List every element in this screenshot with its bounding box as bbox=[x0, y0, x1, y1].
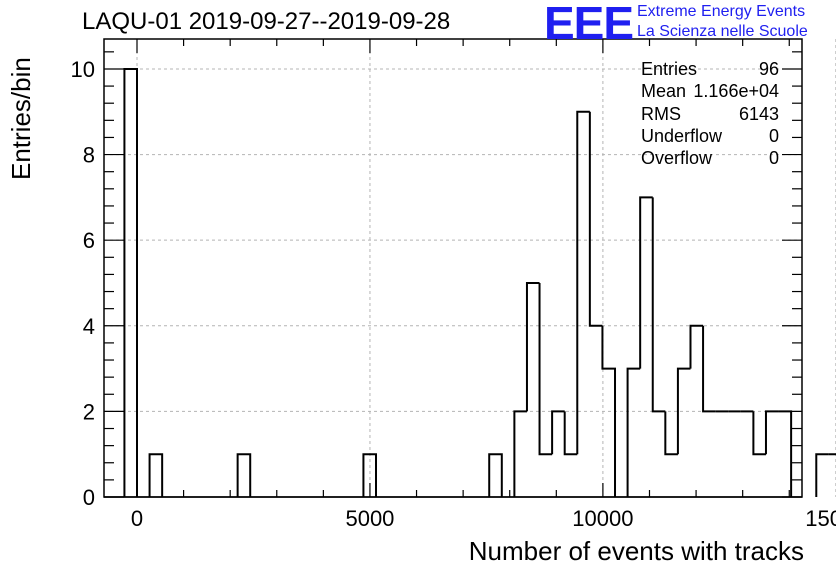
histogram-bar bbox=[150, 454, 163, 497]
histogram-bar bbox=[489, 454, 502, 497]
x-tick-label: 0 bbox=[131, 506, 143, 531]
stats-value: 0 bbox=[769, 125, 779, 147]
y-tick-label: 2 bbox=[83, 399, 95, 424]
stats-key: RMS bbox=[641, 103, 681, 125]
histogram-bar bbox=[124, 69, 137, 497]
stats-row-underflow: Underflow 0 bbox=[641, 125, 781, 147]
histogram-bar bbox=[816, 454, 829, 497]
stats-row-mean: Mean 1.166e+04 bbox=[641, 80, 781, 102]
x-tick-label: 5000 bbox=[345, 506, 394, 531]
y-tick-label: 10 bbox=[71, 57, 95, 82]
stats-value: 96 bbox=[759, 58, 779, 80]
stats-row-entries: Entries 96 bbox=[641, 58, 781, 80]
histogram-bar bbox=[590, 112, 603, 326]
y-tick-label: 0 bbox=[83, 485, 95, 510]
stats-key: Entries bbox=[641, 58, 697, 80]
histogram-bar bbox=[829, 454, 836, 497]
histogram-bar bbox=[690, 326, 703, 369]
stats-key: Underflow bbox=[641, 125, 722, 147]
stats-row-overflow: Overflow 0 bbox=[641, 147, 781, 169]
y-tick-label: 6 bbox=[83, 228, 95, 253]
stats-row-rms: RMS 6143 bbox=[641, 103, 781, 125]
histogram-bar bbox=[514, 411, 527, 497]
stats-key: Overflow bbox=[641, 147, 712, 169]
eee-logo: EEE bbox=[544, 0, 633, 46]
histogram-bar bbox=[779, 411, 792, 497]
y-tick-label: 4 bbox=[83, 314, 95, 339]
x-tick-label: 10000 bbox=[572, 506, 633, 531]
histogram-bar bbox=[565, 411, 578, 454]
x-axis-label: Number of events with tracks bbox=[469, 536, 804, 567]
histogram-bar bbox=[552, 411, 565, 454]
stats-key: Mean bbox=[641, 80, 686, 102]
histogram-bar bbox=[653, 197, 666, 411]
histogram-bar bbox=[577, 112, 590, 454]
histogram-bar bbox=[665, 411, 678, 454]
logo-line-2: La Scienza nelle Scuole bbox=[637, 22, 808, 42]
histogram-bar bbox=[766, 411, 779, 454]
logo-line-1: Extreme Energy Events bbox=[637, 2, 808, 22]
histogram-bar bbox=[527, 283, 540, 411]
histogram-bar bbox=[703, 326, 716, 412]
y-tick-label: 8 bbox=[83, 143, 95, 168]
y-axis-label: Entries/bin bbox=[6, 57, 37, 180]
stats-box: Entries 96 Mean 1.166e+04 RMS 6143 Under… bbox=[641, 58, 781, 169]
x-tick-label: 15000 bbox=[805, 506, 836, 531]
histogram-bar bbox=[628, 369, 641, 497]
histogram-bar bbox=[238, 454, 251, 497]
histogram-bar bbox=[640, 197, 653, 368]
histogram-bar bbox=[753, 411, 766, 454]
histogram-bar bbox=[540, 283, 553, 454]
stats-value: 6143 bbox=[739, 103, 779, 125]
stats-value: 0 bbox=[769, 147, 779, 169]
stats-value: 1.166e+04 bbox=[693, 80, 779, 102]
chart-title: LAQU-01 2019-09-27--2019-09-28 bbox=[82, 8, 450, 36]
logo-text: Extreme Energy Events La Scienza nelle S… bbox=[637, 2, 808, 42]
